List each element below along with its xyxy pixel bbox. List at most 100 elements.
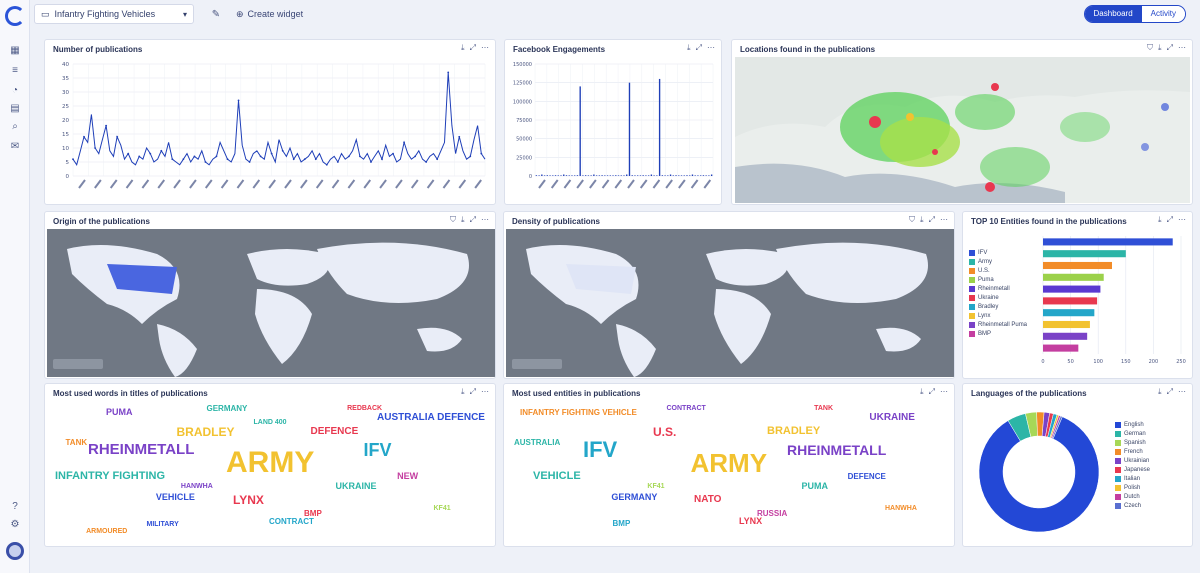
download-icon[interactable]: ⤓ bbox=[1158, 215, 1162, 224]
help-icon[interactable]: ? bbox=[12, 501, 18, 512]
expand-icon[interactable]: ⤢ bbox=[1166, 43, 1173, 52]
download-icon[interactable]: ⤓ bbox=[461, 43, 465, 52]
toggle-dashboard[interactable]: Dashboard bbox=[1084, 6, 1142, 22]
legend-item[interactable]: Spanish bbox=[1115, 440, 1150, 446]
download-icon[interactable]: ⤓ bbox=[687, 43, 691, 52]
cloud-word[interactable]: HANWHA bbox=[885, 504, 917, 512]
analytics-icon[interactable]: ◔ bbox=[11, 85, 19, 96]
cloud-word[interactable]: BRADLEY bbox=[176, 424, 235, 439]
download-icon[interactable]: ⤓ bbox=[461, 215, 465, 224]
legend-item[interactable]: Japanese bbox=[1115, 467, 1150, 473]
cloud-word[interactable]: INFANTRY FIGHTING bbox=[55, 470, 165, 483]
cloud-word[interactable]: IFV bbox=[583, 436, 618, 462]
cloud-word[interactable]: GERMANY bbox=[611, 491, 658, 502]
legend-item[interactable]: BMP bbox=[969, 331, 1027, 337]
create-widget-button[interactable]: ⊕ Create widget bbox=[230, 4, 309, 24]
alerts-icon[interactable]: ✉ bbox=[10, 141, 20, 152]
more-icon[interactable]: ⋯ bbox=[707, 43, 715, 52]
more-icon[interactable]: ⋯ bbox=[481, 387, 489, 396]
cloud-word[interactable]: BMP bbox=[304, 508, 322, 518]
download-icon[interactable]: ⤓ bbox=[1158, 43, 1162, 52]
cloud-word[interactable]: KF41 bbox=[433, 504, 451, 512]
expand-icon[interactable]: ⤢ bbox=[469, 43, 476, 52]
filter-icon[interactable]: ⛉ bbox=[1147, 43, 1154, 52]
cloud-word[interactable]: VEHICLE bbox=[155, 491, 195, 502]
legend-item[interactable]: Rheinmetall Puma bbox=[969, 322, 1027, 328]
locations-heatmap[interactable] bbox=[735, 57, 1190, 203]
edit-dashboard-button[interactable]: ✎ bbox=[206, 4, 226, 24]
cloud-word[interactable]: RUSSIA bbox=[757, 508, 788, 518]
cloud-word[interactable]: NEW bbox=[397, 471, 419, 482]
more-icon[interactable]: ⋯ bbox=[940, 215, 948, 224]
cloud-word[interactable]: CONTRACT bbox=[666, 405, 706, 413]
settings-icon[interactable]: ⚙ bbox=[10, 519, 20, 530]
legend-item[interactable]: English bbox=[1115, 422, 1150, 428]
cloud-word[interactable]: CONTRACT bbox=[269, 516, 314, 526]
legend-item[interactable]: Italian bbox=[1115, 476, 1150, 482]
density-map[interactable] bbox=[506, 229, 954, 377]
cloud-word[interactable]: LYNX bbox=[233, 492, 264, 507]
download-icon[interactable]: ⤓ bbox=[920, 215, 924, 224]
legend-item[interactable]: U.S. bbox=[969, 268, 1027, 274]
expand-icon[interactable]: ⤢ bbox=[469, 387, 476, 396]
cloud-word[interactable]: LAND 400 bbox=[253, 418, 287, 426]
expand-icon[interactable]: ⤢ bbox=[928, 215, 935, 224]
cloud-word[interactable]: RHEINMETALL bbox=[787, 441, 887, 458]
cloud-word[interactable]: BRADLEY bbox=[767, 425, 821, 438]
more-icon[interactable]: ⋯ bbox=[481, 215, 489, 224]
legend-item[interactable]: German bbox=[1115, 431, 1150, 437]
reports-icon[interactable]: ▤ bbox=[10, 103, 20, 114]
dashboard-icon[interactable]: ▦ bbox=[10, 45, 20, 56]
download-icon[interactable]: ⤓ bbox=[1158, 387, 1162, 396]
legend-item[interactable]: Czech bbox=[1115, 503, 1150, 509]
cloud-word[interactable]: UKRAINE bbox=[335, 480, 377, 491]
cloud-word[interactable]: U.S. bbox=[653, 424, 677, 439]
legend-item[interactable]: Army bbox=[969, 259, 1027, 265]
cloud-word[interactable]: ARMOURED bbox=[86, 527, 128, 535]
legend-item[interactable]: French bbox=[1115, 449, 1150, 455]
cloud-word[interactable]: INFANTRY FIGHTING VEHICLE bbox=[520, 407, 637, 417]
more-icon[interactable]: ⋯ bbox=[1178, 43, 1186, 52]
cloud-word[interactable]: BMP bbox=[612, 519, 631, 529]
cloud-word[interactable]: MILITARY bbox=[146, 520, 179, 528]
filter-icon[interactable]: ⛉ bbox=[909, 215, 916, 224]
app-logo-icon[interactable] bbox=[5, 6, 25, 26]
cloud-word[interactable]: TANK bbox=[814, 405, 834, 413]
download-icon[interactable]: ⤓ bbox=[461, 387, 465, 396]
cloud-word[interactable]: PUMA bbox=[106, 407, 133, 418]
expand-icon[interactable]: ⤢ bbox=[469, 215, 476, 224]
expand-icon[interactable]: ⤢ bbox=[1166, 387, 1173, 396]
cloud-word[interactable]: UKRAINE bbox=[869, 412, 915, 424]
search-icon[interactable]: ⌕ bbox=[12, 121, 18, 132]
filter-icon[interactable]: ⛉ bbox=[450, 215, 457, 224]
legend-item[interactable]: Lynx bbox=[969, 313, 1027, 319]
cloud-word[interactable]: DEFENCE bbox=[310, 425, 359, 437]
cloud-word[interactable]: VEHICLE bbox=[533, 470, 581, 483]
expand-icon[interactable]: ⤢ bbox=[1166, 215, 1173, 224]
cloud-word[interactable]: AUSTRALIA bbox=[514, 437, 561, 447]
cloud-word[interactable]: KF41 bbox=[647, 482, 665, 490]
more-icon[interactable]: ⋯ bbox=[1178, 387, 1186, 396]
legend-item[interactable]: IFV bbox=[969, 250, 1027, 256]
cloud-word[interactable]: AUSTRALIA DEFENCE bbox=[377, 412, 485, 424]
origin-map[interactable] bbox=[47, 229, 495, 377]
legend-item[interactable]: Puma bbox=[969, 277, 1027, 283]
cloud-word[interactable]: GERMANY bbox=[206, 403, 248, 413]
expand-icon[interactable]: ⤢ bbox=[928, 387, 935, 396]
cloud-word[interactable]: PUMA bbox=[801, 480, 829, 491]
cloud-word[interactable]: RHEINMETALL bbox=[88, 441, 195, 459]
legend-item[interactable]: Bradley bbox=[969, 304, 1027, 310]
more-icon[interactable]: ⋯ bbox=[940, 387, 948, 396]
feed-icon[interactable]: ≡ bbox=[12, 65, 18, 76]
legend-item[interactable]: Ukraine bbox=[969, 295, 1027, 301]
cloud-word[interactable]: DEFENCE bbox=[847, 471, 886, 481]
cloud-word[interactable]: REDBACK bbox=[347, 405, 383, 413]
dashboard-select[interactable]: ▭ Infantry Fighting Vehicles ▾ bbox=[34, 4, 194, 24]
cloud-word[interactable]: ARMY bbox=[226, 446, 315, 480]
avatar[interactable] bbox=[6, 542, 24, 560]
more-icon[interactable]: ⋯ bbox=[481, 43, 489, 52]
cloud-word[interactable]: ARMY bbox=[690, 448, 768, 479]
legend-item[interactable]: Polish bbox=[1115, 485, 1150, 491]
more-icon[interactable]: ⋯ bbox=[1178, 215, 1186, 224]
cloud-word[interactable]: TANK bbox=[65, 437, 88, 447]
